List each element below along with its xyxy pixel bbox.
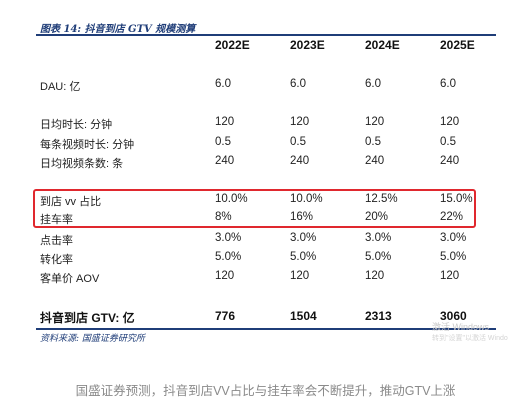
cell: 3.0% [365, 232, 392, 244]
row-label: 到店 vv 占比 [40, 196, 102, 208]
table-row-daily-duration: 日均时长: 分钟 120 120 120 120 [0, 116, 531, 134]
cell: 0.5 [365, 136, 381, 148]
cell: 120 [290, 270, 310, 282]
cell: 3.0% [215, 232, 242, 244]
cell: 10.0% [290, 193, 323, 205]
cell: 16% [290, 211, 314, 223]
table-row-conversion-rate: 转化率 5.0% 5.0% 5.0% 5.0% [0, 251, 531, 269]
cell: 120 [440, 270, 460, 282]
watermark-line-2: 转到"设置"以激活 Windo [432, 335, 508, 342]
cell: 120 [290, 116, 310, 128]
cell: 15.0% [440, 193, 473, 205]
cell: 5.0% [365, 251, 392, 263]
cell: 240 [290, 155, 310, 167]
cell: 3.0% [290, 232, 317, 244]
cell: 0.5 [440, 136, 456, 148]
table-row-daily-videos: 日均视频条数: 条 240 240 240 240 [0, 155, 531, 173]
cell: 5.0% [290, 251, 317, 263]
column-header-2024: 2024E [365, 38, 400, 52]
cell: 3.0% [440, 232, 467, 244]
row-label: 转化率 [40, 254, 73, 266]
row-label: 抖音到店 GTV: 亿 [40, 311, 135, 325]
table-row-gtv-total: 抖音到店 GTV: 亿 776 1504 2313 3060 [0, 309, 531, 327]
cell: 5.0% [440, 251, 467, 263]
table-row-click-rate: 点击率 3.0% 3.0% 3.0% 3.0% [0, 232, 531, 250]
cell: 240 [215, 155, 235, 167]
cell: 120 [365, 116, 385, 128]
cell: 6.0 [215, 78, 231, 90]
cell: 120 [215, 116, 235, 128]
cell: 240 [440, 155, 460, 167]
table-bottom-rule [36, 328, 496, 330]
cell: 0.5 [290, 136, 306, 148]
highlight-box [33, 189, 476, 228]
table-row-video-duration: 每条视频时长: 分钟 0.5 0.5 0.5 0.5 [0, 136, 531, 154]
watermark-line-1: 激活 Windows [432, 322, 490, 332]
table-top-rule [36, 34, 496, 36]
row-label: 日均时长: 分钟 [40, 119, 113, 131]
cell: 0.5 [215, 136, 231, 148]
windows-activation-watermark: 激活 Windows 转到"设置"以激活 Windo [432, 322, 508, 344]
column-header-2025: 2025E [440, 38, 475, 52]
row-label: 点击率 [40, 235, 73, 247]
cell: 776 [215, 309, 236, 323]
cell: 6.0 [440, 78, 456, 90]
row-label: DAU: 亿 [40, 81, 81, 93]
cell: 3060 [440, 309, 467, 323]
source-note: 资料来源: 国盛证券研究所 [40, 334, 145, 344]
table-row-dau: DAU: 亿 6.0 6.0 6.0 6.0 [0, 78, 531, 96]
cell: 120 [440, 116, 460, 128]
table-row-cart-rate: 挂车率 8% 16% 20% 22% [0, 211, 531, 229]
cell: 10.0% [215, 193, 248, 205]
column-header-2023: 2023E [290, 38, 325, 52]
cell: 120 [215, 270, 235, 282]
cell: 6.0 [365, 78, 381, 90]
figure-title: 图表 14: 抖音到店 GTV 规模测算 [40, 24, 196, 35]
cell: 20% [365, 211, 389, 223]
column-header-2022: 2022E [215, 38, 250, 52]
cell: 8% [215, 211, 232, 223]
image-caption: 国盛证券预测，抖音到店VV占比与挂车率会不断提升，推动GTV上涨 [75, 384, 456, 398]
row-label: 客单价 AOV [40, 273, 100, 285]
cell: 2313 [365, 309, 392, 323]
cell: 1504 [290, 309, 317, 323]
cell: 5.0% [215, 251, 242, 263]
table-row-aov: 客单价 AOV 120 120 120 120 [0, 270, 531, 288]
cell: 22% [440, 211, 464, 223]
cell: 12.5% [365, 193, 398, 205]
row-label: 每条视频时长: 分钟 [40, 139, 135, 151]
cell: 6.0 [290, 78, 306, 90]
row-label: 日均视频条数: 条 [40, 158, 124, 170]
table-row-vv-share: 到店 vv 占比 10.0% 10.0% 12.5% 15.0% [0, 193, 531, 211]
cell: 240 [365, 155, 385, 167]
row-label: 挂车率 [40, 214, 73, 226]
cell: 120 [365, 270, 385, 282]
